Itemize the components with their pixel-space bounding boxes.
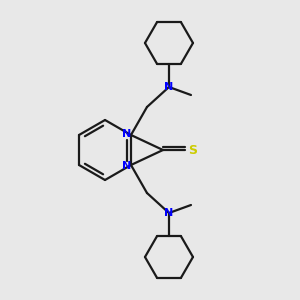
Text: N: N: [164, 82, 174, 92]
Text: S: S: [188, 143, 197, 157]
Text: N: N: [122, 129, 132, 139]
Text: N: N: [122, 161, 132, 171]
Text: N: N: [164, 208, 174, 218]
